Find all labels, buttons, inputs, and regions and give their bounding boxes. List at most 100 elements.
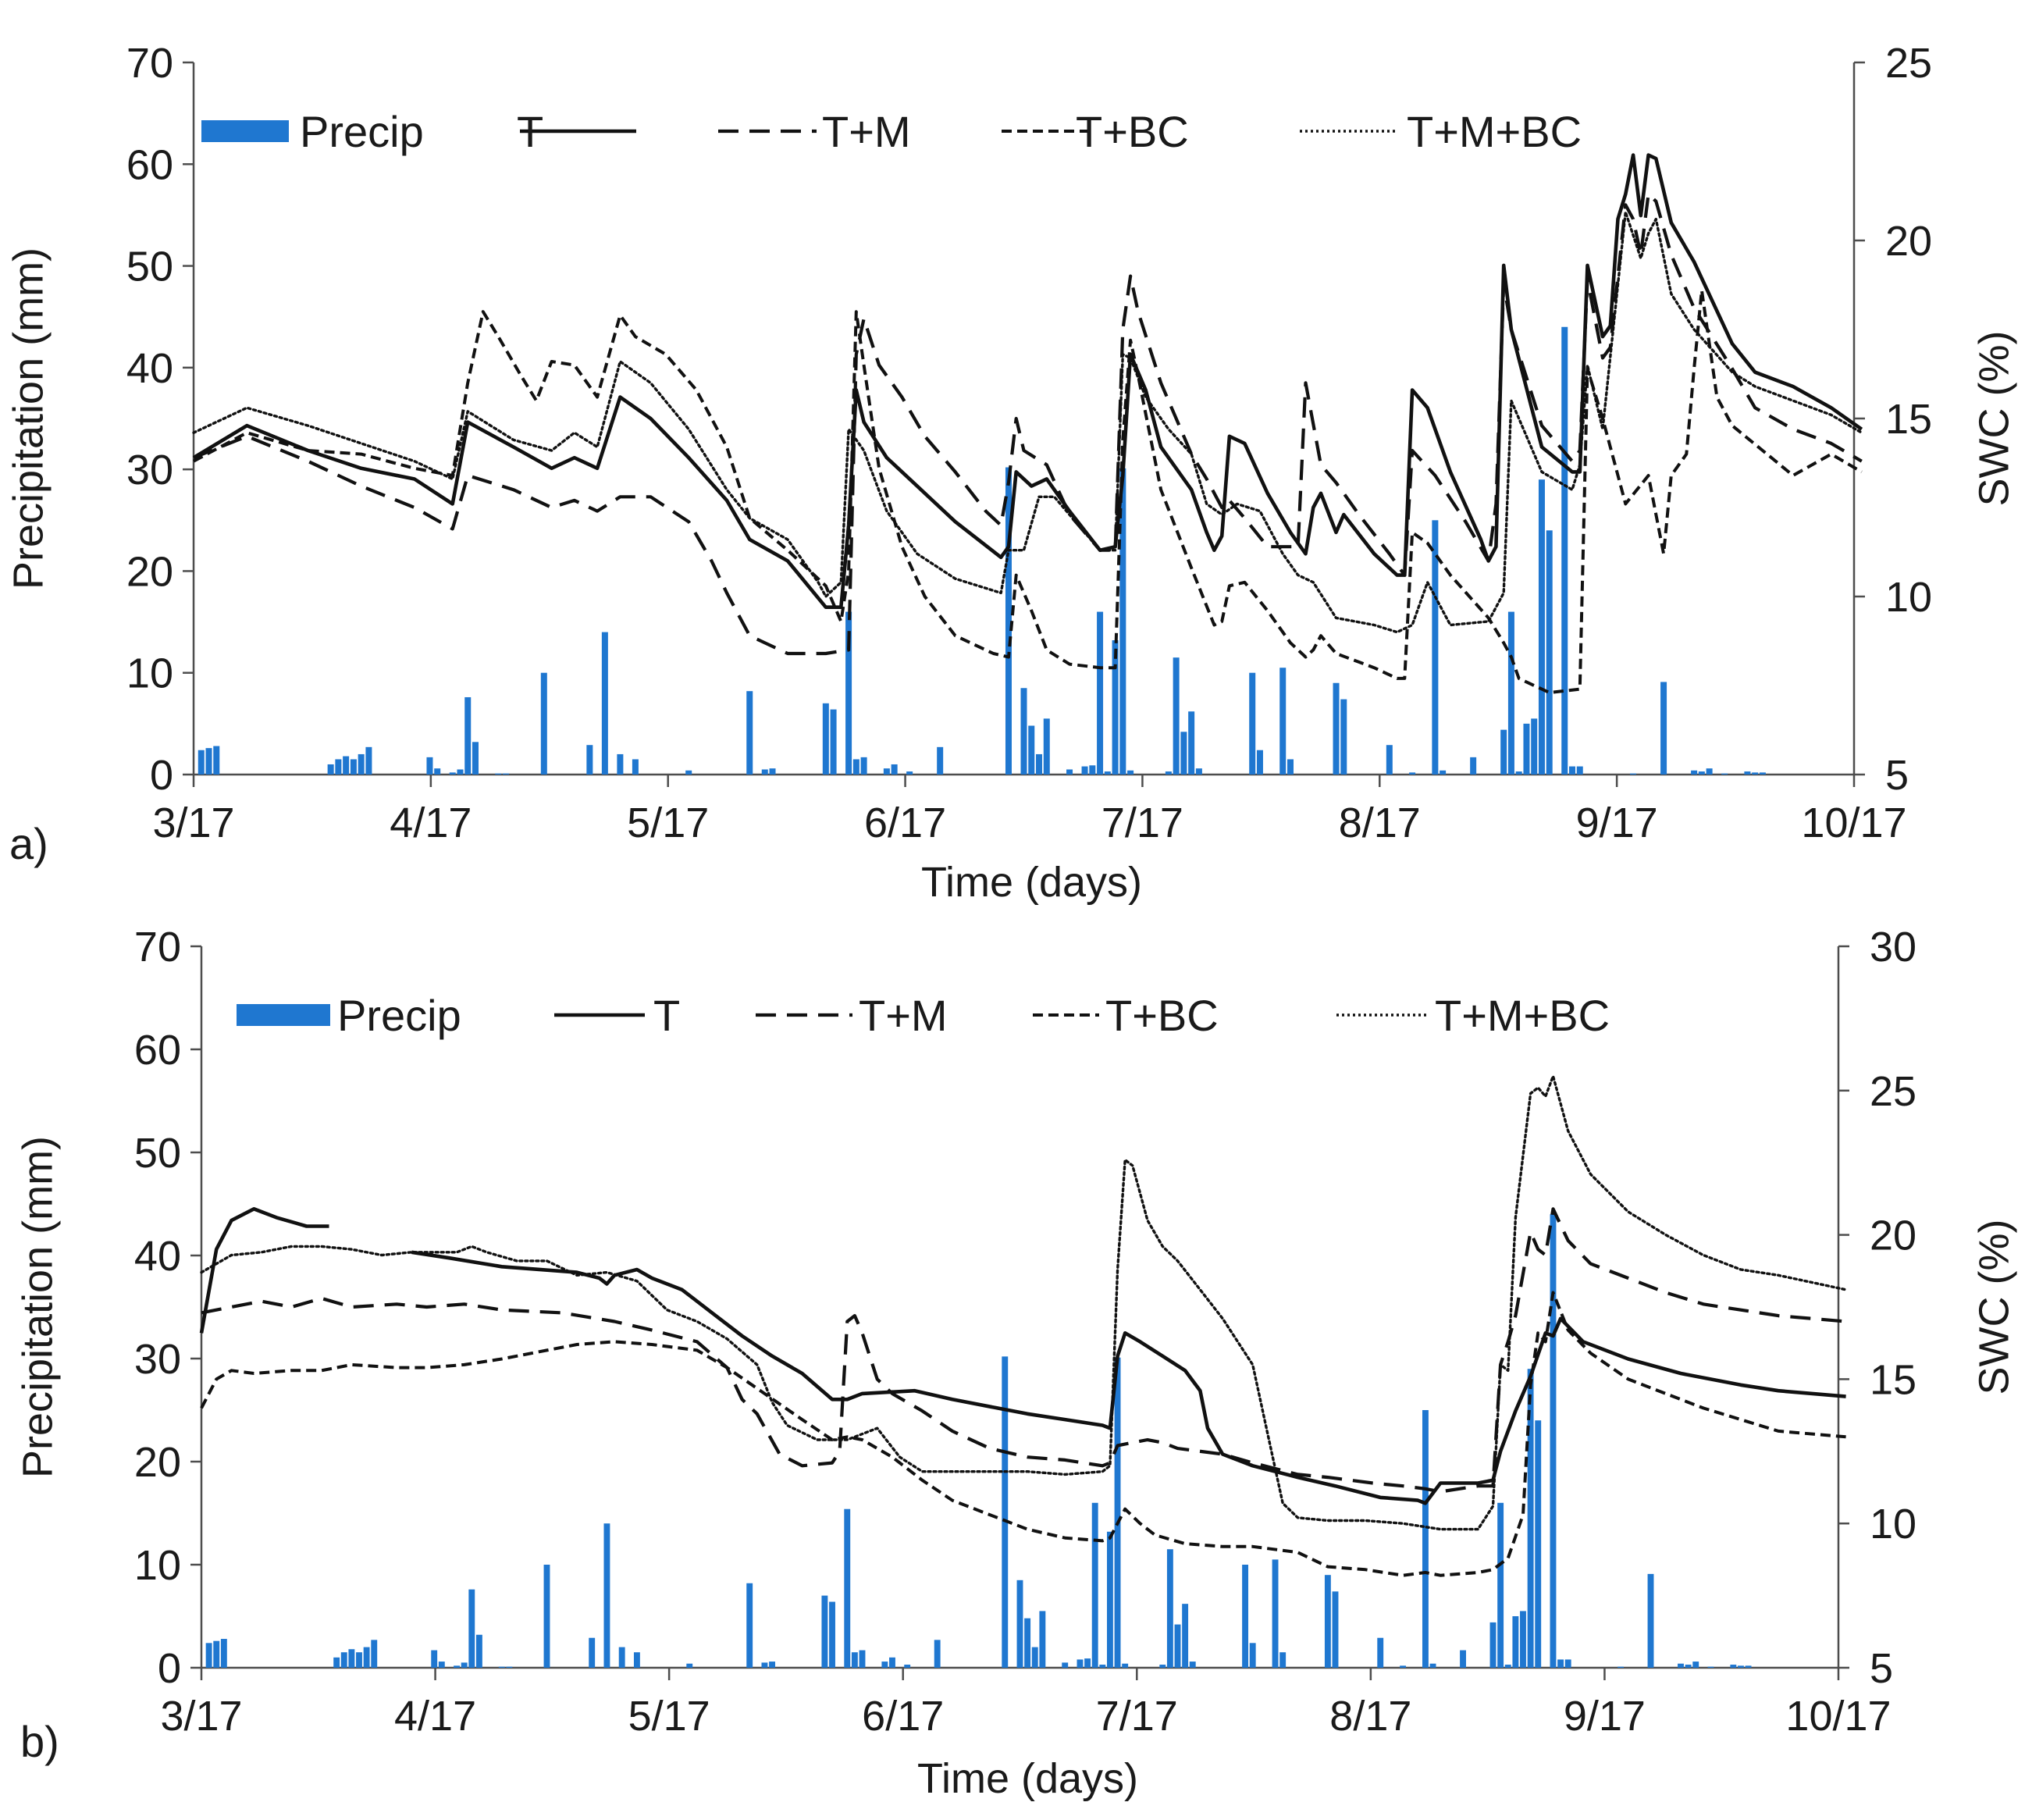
precip-bar: [1039, 1611, 1046, 1668]
legend-swatch-precip: [237, 1004, 330, 1026]
precip-bar: [464, 696, 472, 775]
precip-bar: [1489, 1622, 1497, 1668]
precip-bar: [1470, 757, 1477, 775]
precip-bar: [860, 757, 867, 775]
precip-bar: [746, 691, 753, 775]
precip-bar: [821, 1595, 828, 1668]
left-tick-label: 30: [134, 1336, 181, 1383]
precip-bar: [1752, 772, 1759, 775]
precip-bar: [1692, 1662, 1699, 1668]
precip-bar: [503, 773, 510, 775]
precip-bar: [1429, 1663, 1436, 1668]
precip-bar: [1287, 759, 1294, 775]
right-tick-label: 25: [1870, 1068, 1916, 1115]
x-tick-label: 7/17: [1101, 800, 1183, 846]
precip-bar: [1440, 770, 1447, 775]
precip-bar: [348, 1649, 355, 1668]
precip-bar: [543, 1565, 550, 1668]
panel-label: b): [20, 1717, 59, 1766]
series-line-t: [192, 153, 1863, 609]
precip-bar: [198, 750, 205, 775]
x-tick-label: 4/17: [390, 800, 472, 846]
precip-bar: [506, 1666, 513, 1668]
precip-bar: [1707, 1666, 1714, 1668]
precip-bar: [495, 773, 502, 775]
precip-bar: [475, 1634, 482, 1668]
precip-bar: [1249, 672, 1256, 775]
precip-bar: [1386, 745, 1393, 775]
precip-bar: [1036, 753, 1043, 775]
left-tick-label: 30: [126, 447, 173, 493]
right-axis-title: SWC (%): [1970, 331, 2017, 507]
precip-bar: [1195, 768, 1202, 775]
series-line-t: [199, 1207, 329, 1334]
x-tick-label: 6/17: [864, 800, 946, 846]
x-tick-label: 9/17: [1576, 800, 1658, 846]
precip-bar: [1020, 688, 1027, 775]
legend-label-t: T: [517, 107, 543, 156]
series-line-t-bc: [193, 288, 1863, 695]
precip-bar: [1028, 725, 1035, 775]
precip-bar: [686, 1663, 693, 1668]
x-tick-label: 5/17: [628, 1693, 710, 1740]
precip-bar: [1174, 1624, 1181, 1668]
precip-bar: [1279, 1652, 1287, 1668]
precip-bar: [1127, 770, 1134, 775]
precip-bar: [845, 611, 852, 775]
series-line-t: [411, 1250, 1846, 1505]
precip-bar: [1043, 718, 1050, 775]
legend-label-t-m-bc: T+M+BC: [1407, 107, 1582, 156]
precip-bar: [746, 1583, 753, 1668]
precip-bar: [1016, 1580, 1023, 1668]
left-tick-label: 70: [126, 40, 173, 87]
x-tick-label: 4/17: [394, 1693, 476, 1740]
precip-bar: [1460, 1650, 1466, 1668]
precip-bar: [1272, 1559, 1279, 1668]
precip-bar: [1538, 479, 1545, 775]
precip-bar: [220, 1639, 227, 1668]
precip-bar: [1180, 732, 1187, 775]
precip-bar: [852, 759, 859, 775]
precip-bar: [934, 1640, 941, 1668]
precip-bar: [1340, 699, 1347, 775]
precip-bar: [1114, 1357, 1121, 1668]
left-tick-label: 70: [134, 924, 181, 971]
precip-bar: [1504, 1665, 1511, 1668]
legend-label-t: T: [653, 991, 680, 1040]
precip-bar: [769, 768, 776, 775]
precip-bar: [1546, 530, 1553, 775]
precip-bar: [1333, 682, 1340, 775]
left-tick-label: 0: [150, 752, 173, 799]
precip-bar: [1119, 468, 1126, 775]
x-tick-label: 9/17: [1564, 1693, 1646, 1740]
precip-bar: [859, 1650, 866, 1668]
precip-bar: [1066, 769, 1073, 775]
x-tick-label: 7/17: [1096, 1693, 1178, 1740]
precip-bar: [1564, 1659, 1571, 1668]
x-tick-label: 8/17: [1329, 1693, 1411, 1740]
precip-bar: [904, 1665, 911, 1668]
precip-bar: [426, 757, 433, 775]
precip-bar: [1535, 1420, 1542, 1668]
precip-bar: [829, 1601, 835, 1668]
legend-label-t-bc: T+BC: [1105, 991, 1219, 1040]
precip-bar: [1165, 771, 1172, 775]
precip-bar: [1189, 1662, 1196, 1668]
precip-bar: [540, 672, 547, 775]
precip-bar: [1576, 766, 1583, 775]
right-axis-title: SWC (%): [1970, 1220, 2017, 1395]
precip-bar: [340, 1652, 347, 1668]
precip-bar: [1422, 1410, 1429, 1668]
precip-bar: [1660, 682, 1667, 775]
precip-bar: [327, 764, 334, 775]
precip-bar: [1099, 1665, 1106, 1668]
precip-bar: [1698, 771, 1705, 775]
right-tick-label: 15: [1885, 396, 1932, 443]
right-tick-label: 5: [1870, 1645, 1893, 1692]
panel-label: a): [9, 819, 48, 868]
precip-bar: [1744, 771, 1751, 775]
precip-bar: [761, 1662, 768, 1668]
precip-bar: [1122, 1663, 1129, 1668]
precip-bar: [1182, 1604, 1189, 1668]
precip-bar: [617, 753, 624, 775]
